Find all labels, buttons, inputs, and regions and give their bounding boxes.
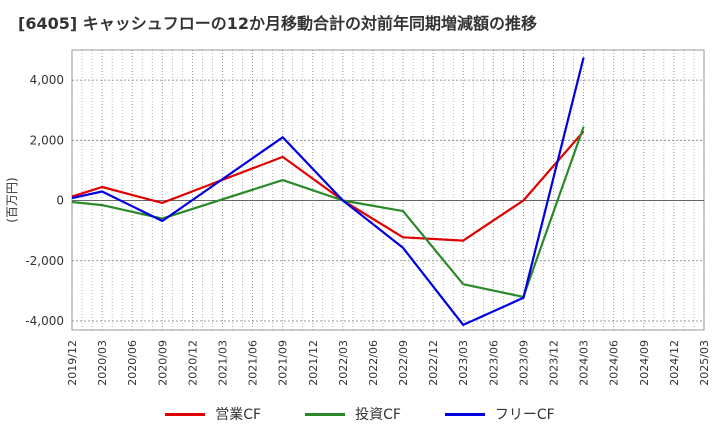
- legend-swatch: [444, 412, 485, 416]
- legend: 営業CF 投資CF フリーCF: [0, 404, 720, 424]
- legend-label: 営業CF: [215, 407, 262, 423]
- x-tick-label: 2024/03: [578, 340, 591, 386]
- x-tick-label: 2022/03: [337, 340, 350, 386]
- y-tick-label: 0: [56, 194, 64, 208]
- x-tick-label: 2021/06: [247, 340, 260, 386]
- chart-title: [6405] キャッシュフローの12か月移動合計の対前年同期増減額の推移: [18, 14, 537, 33]
- x-tick-label: 2022/06: [367, 340, 380, 386]
- x-tick-label: 2023/12: [548, 340, 561, 386]
- y-axis-label: (百万円): [5, 177, 19, 222]
- x-tick-label: 2020/03: [96, 340, 109, 386]
- legend-item: 営業CF: [165, 404, 261, 424]
- legend-label: 投資CF: [355, 407, 401, 423]
- legend-item: 投資CF: [305, 404, 401, 424]
- plot-frame: [71, 49, 705, 331]
- x-tick-label: 2020/09: [156, 340, 169, 386]
- x-tick-label: 2020/12: [186, 340, 199, 386]
- x-tick-label: 2025/03: [698, 340, 711, 386]
- y-tick-label: -4,000: [25, 314, 64, 328]
- legend-swatch: [305, 412, 346, 416]
- x-tick-label: 2023/09: [517, 340, 530, 386]
- legend-label: フリーCF: [494, 407, 555, 423]
- x-tick-label: 2023/06: [487, 340, 500, 386]
- x-tick-label: 2020/06: [126, 340, 139, 386]
- legend-item: フリーCF: [444, 404, 555, 424]
- y-tick-label: 2,000: [30, 133, 64, 147]
- series-line-3: [71, 57, 585, 326]
- x-tick-label: 2024/09: [638, 340, 651, 386]
- x-tick-label: 2024/12: [668, 340, 681, 386]
- x-tick-label: 2022/09: [397, 340, 410, 386]
- y-tick-label: 4,000: [30, 73, 64, 87]
- y-tick-label: -2,000: [25, 254, 64, 268]
- x-tick-label: 2019/12: [66, 340, 79, 386]
- x-tick-label: 2021/03: [216, 340, 229, 386]
- x-tick-label: 2021/12: [307, 340, 320, 386]
- legend-swatch: [165, 412, 206, 416]
- x-tick-label: 2022/12: [427, 340, 440, 386]
- x-tick-label: 2021/09: [277, 340, 290, 386]
- x-tick-label: 2024/06: [608, 340, 621, 386]
- x-tick-label: 2023/03: [457, 340, 470, 386]
